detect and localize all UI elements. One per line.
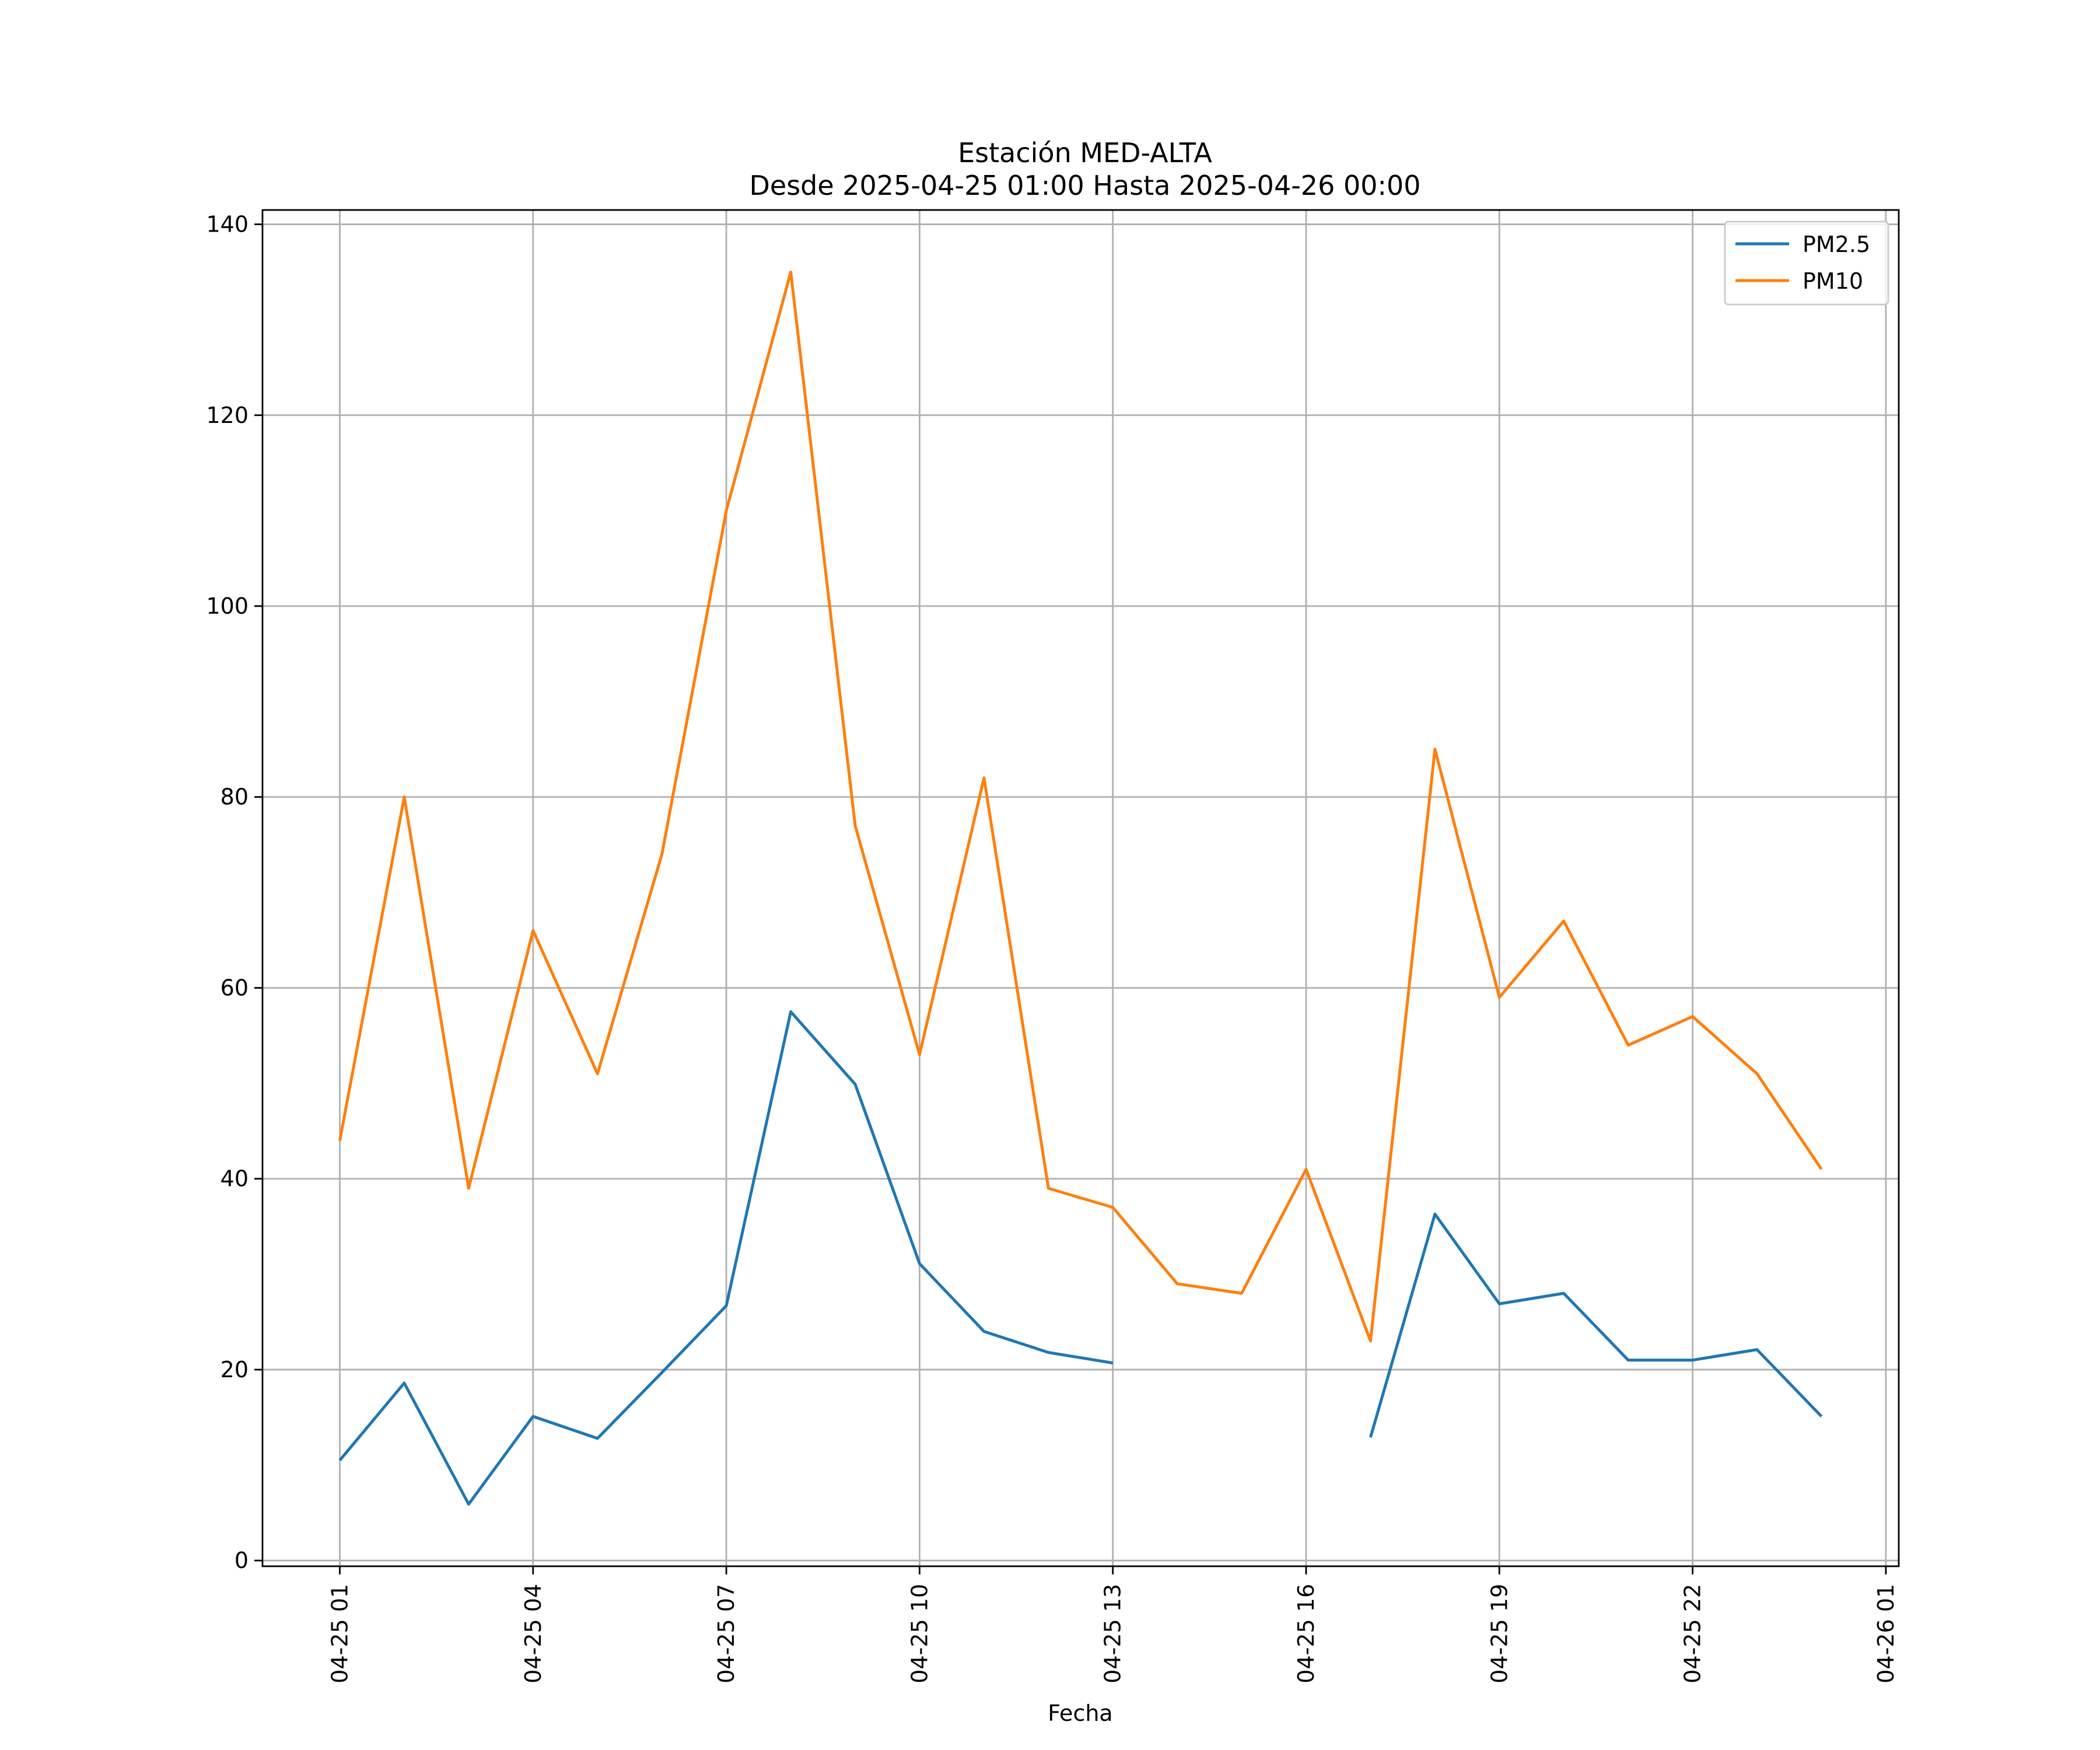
chart-title: Estación MED-ALTA — [958, 137, 1212, 169]
y-tick-label: 140 — [206, 212, 249, 237]
y-axis-ticks: 0 20 40 60 80 100 120 140 — [206, 212, 262, 1573]
y-tick-label: 40 — [220, 1166, 249, 1192]
x-tick-label: 04-25 07 — [713, 1584, 739, 1684]
x-tick-label: 04-25 10 — [907, 1584, 932, 1684]
y-tick-label: 20 — [220, 1357, 249, 1382]
grid-lines — [262, 210, 1899, 1566]
y-tick-label: 80 — [220, 784, 249, 810]
legend-label-pm25: PM2.5 — [1803, 232, 1870, 257]
x-tick-label: 04-25 01 — [327, 1584, 353, 1684]
legend: PM2.5 PM10 — [1724, 220, 1889, 306]
legend-label-pm10: PM10 — [1803, 268, 1863, 294]
x-tick-label: 04-25 04 — [520, 1584, 546, 1684]
x-tick-label: 04-25 13 — [1100, 1584, 1126, 1684]
series-line-pm25 — [338, 1010, 1823, 1506]
chart-subtitle: Desde 2025-04-25 01:00 Hasta 2025-04-26 … — [749, 170, 1420, 201]
series-lines — [338, 270, 1823, 1506]
series-line-pm10 — [338, 270, 1823, 1343]
x-tick-label: 04-26 01 — [1873, 1584, 1899, 1684]
y-tick-label: 0 — [235, 1548, 249, 1573]
y-tick-label: 60 — [220, 975, 249, 1000]
x-axis-ticks: 04-25 01 04-25 04 04-25 07 04-25 10 04-25 13… — [327, 1566, 1899, 1684]
x-tick-label: 04-25 19 — [1486, 1584, 1512, 1684]
y-tick-label: 100 — [206, 593, 249, 619]
x-tick-label: 04-25 22 — [1680, 1584, 1706, 1684]
y-tick-label: 120 — [206, 402, 249, 428]
x-axis-label: Fecha — [1048, 1700, 1112, 1726]
plot-frame — [261, 209, 1900, 1567]
x-tick-label: 04-25 16 — [1293, 1584, 1319, 1684]
